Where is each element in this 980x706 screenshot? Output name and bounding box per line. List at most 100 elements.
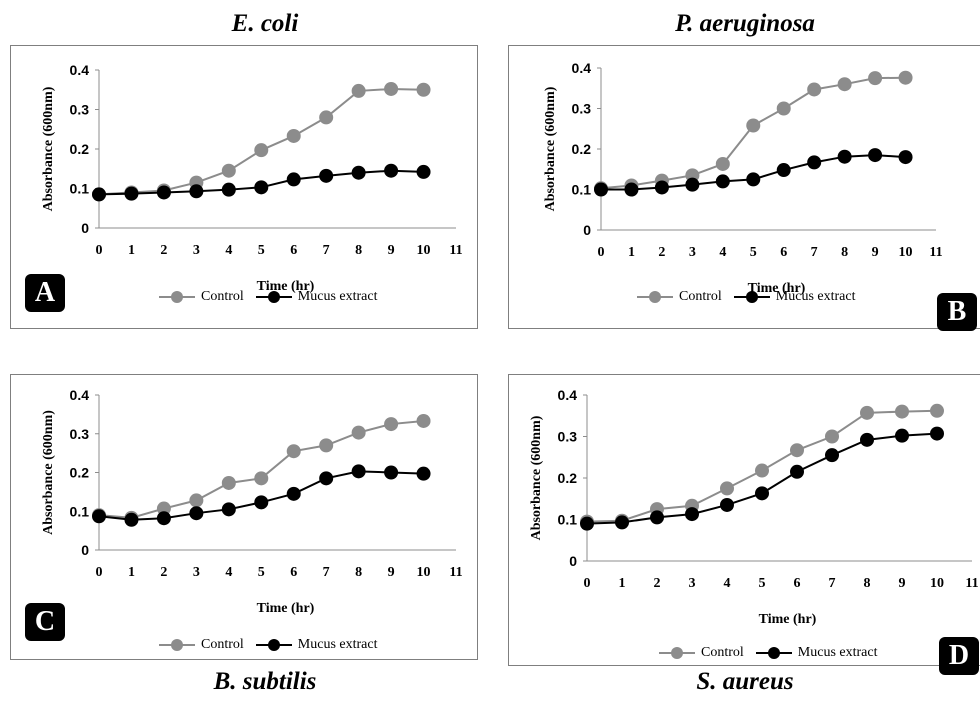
x-tick-label: 6: [290, 243, 297, 258]
mucus-extract-data-point: [416, 466, 431, 481]
chart-panel-c: 0 0.1 0.2 0.3 0.4 0 1 2 3 4 5 6 7 8 9 10 11 Time (hr) Abso…: [10, 374, 478, 660]
chart-title-b: P. aeruginosa: [675, 10, 815, 37]
x-tick-label: 10: [417, 243, 431, 258]
control-series-line: [600, 76, 906, 190]
mucus-extract-data-point: [720, 497, 734, 512]
control-data-point: [930, 403, 944, 418]
chart-svg: 0 0.1 0.2 0.3 0.4 0 1 2 3 4 5 6 7 8 9 10 11 Time (hr) Abso…: [41, 62, 463, 294]
mucus-extract-data-point: [790, 464, 804, 479]
x-tick-label: 7: [811, 245, 818, 260]
y-tick-label: 0.1: [70, 503, 90, 519]
control-series-line: [98, 87, 424, 196]
mucus-extract-data-point: [898, 150, 913, 165]
control-data-point: [825, 429, 839, 444]
mucus-extract-data-point: [351, 165, 366, 180]
y-tick-label: 0.2: [70, 465, 90, 481]
y-axis-label: Absorbance (600nm): [543, 86, 558, 211]
mucus-extract-data-point: [715, 174, 730, 189]
y-tick-label: 0.1: [572, 182, 592, 198]
legend-marker-mucus-extract: [733, 291, 770, 303]
x-tick-label: 1: [128, 565, 135, 580]
x-tick-label: 2: [160, 243, 167, 258]
legend-marker-control: [159, 639, 195, 651]
y-axis-label: Absorbance (600nm): [41, 86, 56, 211]
x-tick-label: 5: [750, 245, 757, 260]
x-tick-label: 0: [96, 565, 103, 580]
x-tick-label: 3: [689, 576, 696, 591]
legend-label-mucus-extract: Mucus extract: [297, 289, 378, 304]
mucus-extract-data-point: [221, 182, 236, 197]
mucus-extract-data-point: [776, 163, 791, 178]
x-tick-label: 5: [258, 565, 265, 580]
chart-svg: 0 0.1 0.2 0.3 0.4 0 1 2 3 4 5 6 7 8 9 10 11 Time (hr) Abso…: [529, 387, 979, 627]
y-axis-label: Absorbance (600nm): [529, 415, 544, 540]
x-tick-label: 1: [628, 245, 635, 260]
x-tick-label: 4: [719, 245, 726, 260]
control-data-point: [351, 83, 366, 98]
x-tick-label: 10: [930, 576, 944, 591]
y-tick-label: 0.3: [70, 102, 90, 118]
y-tick-label: 0.2: [572, 141, 592, 157]
y-tick-label: 0: [583, 222, 591, 238]
x-axis-label: Time (hr): [759, 612, 817, 627]
control-data-point: [868, 71, 883, 86]
mucus-extract-data-point: [189, 184, 204, 199]
control-data-point: [898, 70, 913, 85]
x-tick-label: 4: [724, 576, 731, 591]
control-data-point: [254, 471, 269, 486]
x-tick-label: 11: [965, 576, 978, 591]
x-tick-label: 4: [225, 243, 232, 258]
mucus-extract-data-point: [624, 182, 639, 197]
control-data-point: [790, 443, 804, 458]
panel-badge: C: [25, 603, 65, 641]
y-tick-label: 0.4: [558, 387, 578, 403]
mucus-extract-data-point: [156, 511, 171, 526]
mucus-extract-data-point: [685, 507, 699, 522]
x-tick-label: 8: [864, 576, 871, 591]
chart-panel-d: 0 0.1 0.2 0.3 0.4 0 1 2 3 4 5 6 7 8 9 10 11 Time (hr) Abso…: [508, 374, 980, 675]
mucus-extract-data-point: [930, 426, 944, 441]
x-tick-label: 9: [388, 243, 395, 258]
x-tick-label: 6: [794, 576, 801, 591]
x-tick-label: 11: [449, 565, 462, 580]
chart-legend: Control Mucus extract: [659, 645, 889, 661]
mucus-extract-data-point: [685, 177, 700, 192]
control-data-point: [286, 128, 301, 143]
y-tick-label: 0.3: [558, 429, 578, 445]
y-axis-label: Absorbance (600nm): [41, 410, 56, 535]
control-data-point: [384, 417, 399, 432]
mucus-extract-data-point: [286, 172, 301, 187]
mucus-extract-data-point: [580, 516, 594, 531]
y-tick-label: 0.4: [70, 387, 90, 403]
legend-label-control: Control: [701, 645, 744, 660]
control-data-point: [351, 425, 366, 440]
legend-label-mucus-extract: Mucus extract: [797, 645, 878, 660]
panel-badge: A: [25, 274, 65, 312]
x-tick-label: 11: [929, 245, 942, 260]
mucus-extract-data-point: [189, 506, 204, 521]
mucus-extract-data-point: [860, 432, 874, 447]
x-tick-label: 0: [584, 576, 591, 591]
control-data-point: [416, 413, 431, 428]
control-data-point: [860, 405, 874, 420]
x-tick-label: 9: [872, 245, 879, 260]
control-data-point: [319, 110, 334, 125]
chart-legend: Control Mucus extract: [637, 289, 867, 305]
control-data-point: [755, 463, 769, 478]
x-tick-label: 5: [759, 576, 766, 591]
mucus-extract-data-point: [384, 465, 399, 480]
mucus-extract-data-point: [221, 502, 236, 517]
x-tick-label: 4: [225, 565, 232, 580]
control-data-point: [416, 82, 431, 97]
x-tick-label: 9: [388, 565, 395, 580]
legend-label-mucus-extract: Mucus extract: [297, 637, 378, 652]
mucus-extract-data-point: [807, 155, 822, 170]
x-tick-label: 3: [193, 565, 200, 580]
mucus-extract-data-point: [384, 163, 399, 178]
y-tick-label: 0: [569, 553, 577, 569]
control-data-point: [776, 101, 791, 116]
x-tick-label: 10: [899, 245, 913, 260]
legend-marker-mucus-extract: [255, 639, 292, 651]
y-tick-label: 0.2: [558, 470, 578, 486]
x-tick-label: 5: [258, 243, 265, 258]
